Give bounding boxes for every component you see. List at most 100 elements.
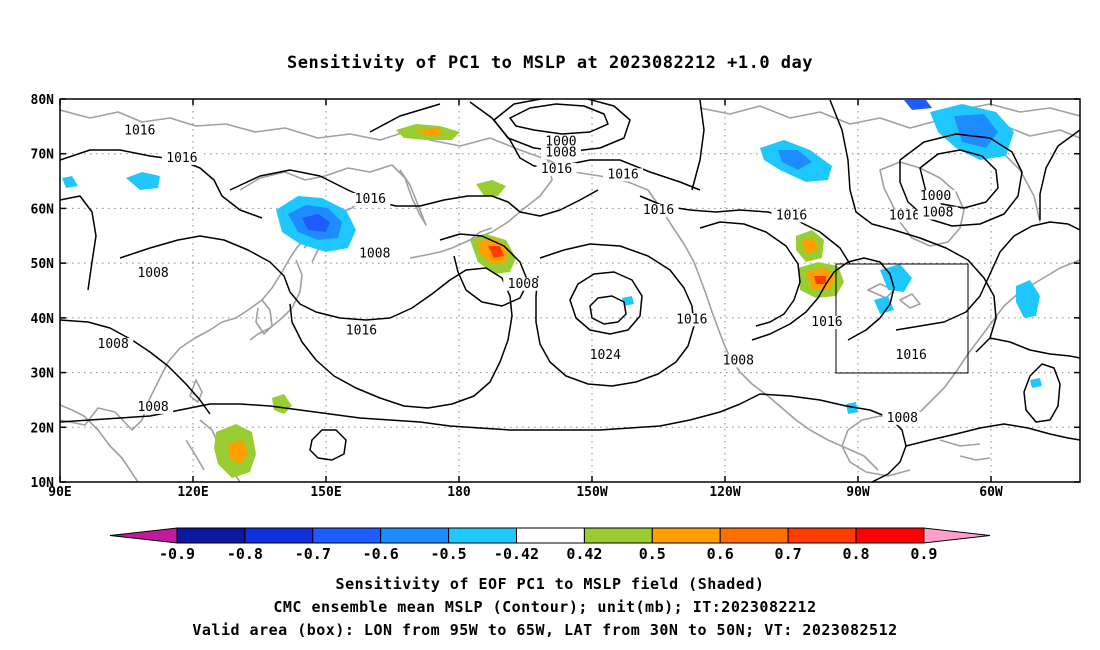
contour-label-bg <box>771 209 812 223</box>
shade-positive-arctic-core <box>416 128 444 136</box>
x-tick-label: 180 <box>447 485 471 500</box>
contour-1016-arctic <box>369 99 705 191</box>
coastline-alaska <box>429 137 649 249</box>
shade-negative-box-2 <box>874 296 894 314</box>
colorbar-bin <box>787 527 857 544</box>
coastline-canada-arctic <box>699 105 1080 139</box>
contour-label-bg <box>133 266 174 280</box>
contour-label-bg <box>585 348 626 362</box>
coastline-aleutians <box>409 227 493 259</box>
colorbar-tick-label: -0.8 <box>227 545 263 563</box>
shade-positive-na-1-core <box>802 238 818 254</box>
coastline-indochina <box>60 404 139 482</box>
sensitivity-shading <box>62 100 1042 478</box>
colorbar-extend-left <box>109 527 178 544</box>
contour-label: 1016 <box>607 167 638 182</box>
coastline-kamchatka <box>391 164 427 226</box>
contour-label-bg <box>536 162 577 176</box>
colorbar-tick-label: 0.6 <box>707 545 734 563</box>
map-axes: 90E 120E 150E 180 150W 120W 90W 60W 80N 70N 60N 50N… <box>31 93 1080 500</box>
contour-1008-west <box>119 235 291 293</box>
contour-1016-pacific-high <box>289 267 513 409</box>
contour-label: 1016 <box>889 208 920 223</box>
contour-label: 1016 <box>776 208 807 223</box>
colorbar-tick-label: 0.42 <box>566 545 602 563</box>
shade-negative-small-1 <box>62 176 78 188</box>
caption-line-3: Valid area (box): LON from 95W to 65W, L… <box>192 621 897 639</box>
contour-1012-small-circle <box>309 429 347 461</box>
contour-1000-arctic-low <box>509 103 609 135</box>
colorbar-tick-label: -0.42 <box>494 545 539 563</box>
contour-label: 1016 <box>355 192 386 207</box>
colorbar-bin <box>380 527 450 544</box>
contour-1024-inner <box>589 295 627 325</box>
y-tick-label: 10N <box>31 476 55 491</box>
shade-negative-na-canada-core <box>778 150 812 170</box>
colorbar-bin <box>719 527 789 544</box>
x-tick-label: 150W <box>576 485 607 500</box>
map-title: Sensitivity of PC1 to MSLP at 2023082212… <box>287 53 813 73</box>
shade-negative-atlantic <box>1016 280 1040 318</box>
contour-label-bg <box>540 135 581 149</box>
y-tick-label: 50N <box>31 257 55 272</box>
contour-label-bg <box>341 324 382 338</box>
y-tick-label: 20N <box>31 421 55 436</box>
contour-label-bg <box>718 354 759 368</box>
contour-1016-bering <box>229 169 599 217</box>
contour-label: 1008 <box>887 411 918 426</box>
x-tick-label: 150E <box>310 485 341 500</box>
contour-1008-southwest <box>60 319 211 415</box>
contour-label: 1008 <box>137 266 168 281</box>
contour-label: 1000 <box>545 135 576 150</box>
y-tick-label: 70N <box>31 148 55 163</box>
coastline-greenland <box>959 103 1080 223</box>
coastline-na-west <box>647 189 879 471</box>
contour-label: 1008 <box>545 145 576 160</box>
contour-label-bg <box>503 277 544 291</box>
contour-label-bg <box>603 168 644 182</box>
contour-label-bg <box>891 348 932 362</box>
contour-1016-east-coast <box>895 221 1080 331</box>
y-tick-label: 80N <box>31 93 55 108</box>
contour-label-bg <box>354 247 395 261</box>
contour-label-bg <box>93 337 134 351</box>
contour-1008-tropics <box>60 393 761 431</box>
contour-label-bg <box>638 203 679 217</box>
contour-label: 1000 <box>920 189 951 204</box>
contour-label: 1016 <box>676 312 707 327</box>
contour-1008-arctic <box>493 99 631 153</box>
contour-1016-atlantic-high <box>1039 129 1080 220</box>
contour-label-bg <box>882 411 923 425</box>
contour-label: 1016 <box>896 348 927 363</box>
coastline-caribbean <box>939 439 991 461</box>
contour-label: 1016 <box>643 203 674 218</box>
colorbar-tick-label: 0.5 <box>639 545 666 563</box>
contour-label-bg <box>884 209 925 223</box>
shade-negative-small-3 <box>1030 378 1042 388</box>
colorbar-tick-label: -0.7 <box>295 545 331 563</box>
x-tick-label: 120W <box>709 485 740 500</box>
contour-label: 1008 <box>359 247 390 262</box>
contour-label: 1008 <box>723 353 754 368</box>
contour-label-bg <box>119 124 160 138</box>
contour-label-bg <box>915 190 956 204</box>
contour-1016-atlantic-cell <box>1023 363 1061 423</box>
contour-label: 1016 <box>811 315 842 330</box>
colorbar-bin <box>855 527 925 544</box>
contour-label-bg <box>540 146 581 160</box>
contour-1016-atlantic-south <box>989 337 1080 359</box>
contour-label: 1008 <box>922 206 953 221</box>
colorbar-bin <box>583 527 653 544</box>
y-tick-label: 60N <box>31 202 55 217</box>
contour-label: 1016 <box>541 162 572 177</box>
contour-1008-na-trough <box>751 257 895 341</box>
contour-label-bg <box>350 192 391 206</box>
shade-positive-philippines-core <box>228 440 248 464</box>
colorbar-bin <box>176 527 246 544</box>
coastlines <box>60 103 1080 482</box>
shade-positive-bering <box>476 180 506 196</box>
contour-1024-high <box>569 271 643 335</box>
colorbar-tick-label: 0.9 <box>910 545 937 563</box>
colorbar-extend-right <box>923 527 991 544</box>
x-tick-label: 90E <box>48 485 71 500</box>
